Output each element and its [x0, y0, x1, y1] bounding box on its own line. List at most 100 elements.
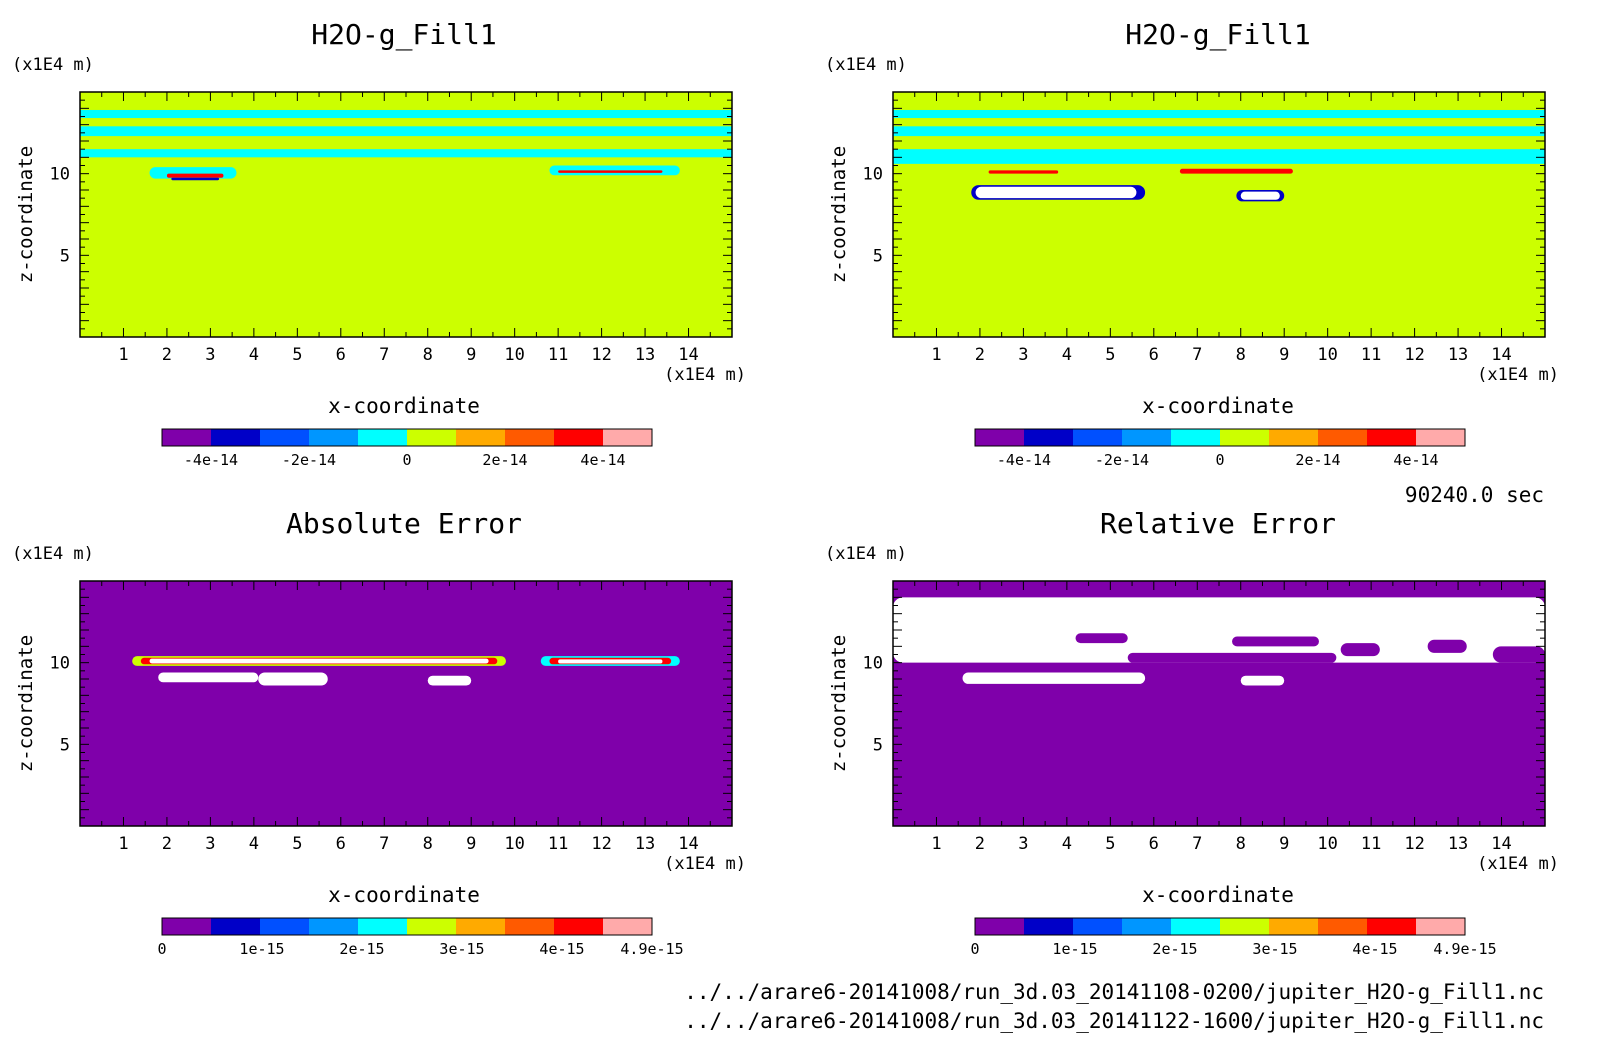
x-tick-label: 11 — [1361, 834, 1381, 854]
x-tick-label: 7 — [379, 345, 389, 365]
colorbar-swatch — [162, 429, 211, 446]
field-patch — [1179, 168, 1293, 174]
chart-title: H2O-g_Fill1 — [1125, 18, 1310, 52]
colorbar-tick-label: 4e-15 — [539, 940, 584, 958]
field-band — [80, 118, 732, 125]
x-axis-label: x-coordinate — [328, 394, 480, 418]
x-tick-label: 9 — [1279, 834, 1289, 854]
y-axis-unit: (x1E4 m) — [825, 544, 907, 564]
colorbar-swatch — [975, 429, 1024, 446]
x-tick-label: 8 — [423, 345, 433, 365]
x-tick-label: 7 — [1192, 345, 1202, 365]
x-tick-label: 4 — [1062, 345, 1072, 365]
colorbar-swatch — [407, 918, 456, 935]
colorbar-swatch — [1122, 429, 1171, 446]
field-band — [80, 126, 732, 137]
y-tick-label: 5 — [60, 246, 70, 266]
x-tick-label: 10 — [1317, 834, 1337, 854]
field-band — [80, 98, 732, 109]
chart-panel-3: Absolute Error(x1E4 m)1 2 3 4 5 6 7 8 9 10 11 12 13 1… — [12, 507, 746, 958]
file-path-2: ../../arare6-20141008/run_3d.03_20141122… — [684, 1009, 1544, 1033]
colorbar-swatch — [407, 429, 456, 446]
field-patch — [258, 672, 328, 686]
colorbar-swatch — [1416, 429, 1465, 446]
x-axis-unit: (x1E4 m) — [664, 854, 746, 874]
colorbar-swatch — [1122, 918, 1171, 935]
y-tick-label: 10 — [50, 654, 70, 674]
chart-title: H2O-g_Fill1 — [311, 18, 496, 52]
colorbar-swatch — [1318, 429, 1367, 446]
x-tick-label: 13 — [1448, 345, 1468, 365]
colorbar-swatch — [1416, 918, 1465, 935]
colorbar-swatch — [456, 918, 505, 935]
x-tick-label: 11 — [548, 345, 568, 365]
colorbar-swatch — [554, 918, 603, 935]
field-patch — [1127, 652, 1337, 663]
x-tick-label: 10 — [504, 834, 524, 854]
field-patch — [962, 672, 1146, 684]
field-band — [80, 137, 732, 148]
x-tick-label: 9 — [1279, 345, 1289, 365]
x-tick-label: 1 — [118, 834, 128, 854]
x-tick-label: 7 — [1192, 834, 1202, 854]
x-tick-label: 3 — [205, 345, 215, 365]
x-axis-unit: (x1E4 m) — [664, 365, 746, 385]
colorbar-swatch — [1220, 429, 1269, 446]
y-tick-label: 10 — [50, 165, 70, 185]
colorbar-tick-label: 2e-14 — [1295, 451, 1340, 469]
colorbar-swatch — [505, 429, 554, 446]
x-tick-label: 3 — [1018, 834, 1028, 854]
colorbar-tick-label: -2e-14 — [1095, 451, 1149, 469]
colorbar-swatch — [211, 429, 260, 446]
x-tick-label: 12 — [1404, 345, 1424, 365]
colorbar-swatch — [1024, 429, 1073, 446]
x-tick-label: 8 — [1236, 834, 1246, 854]
y-axis-label: z-coordinate — [828, 635, 850, 772]
field-layer — [80, 581, 732, 826]
field-patch — [166, 173, 224, 178]
x-tick-label: 9 — [466, 834, 476, 854]
field-patch — [1427, 639, 1467, 653]
colorbar-tick-label: 4e-15 — [1352, 940, 1397, 958]
colorbar-swatch — [309, 429, 358, 446]
field-band — [893, 98, 1545, 109]
colorbar-frame — [974, 428, 1466, 447]
field-patch — [558, 659, 663, 664]
colorbar-tick-label: 2e-15 — [1152, 940, 1197, 958]
x-tick-label: 11 — [548, 834, 568, 854]
y-axis-unit: (x1E4 m) — [12, 55, 94, 75]
colorbar-swatch — [358, 429, 407, 446]
x-tick-label: 2 — [162, 834, 172, 854]
field-band — [80, 149, 732, 158]
colorbar-swatch — [1367, 918, 1416, 935]
y-tick-label: 10 — [863, 654, 883, 674]
field-background — [80, 581, 732, 826]
x-tick-label: 12 — [591, 345, 611, 365]
x-tick-label: 9 — [466, 345, 476, 365]
x-tick-label: 6 — [1149, 834, 1159, 854]
x-tick-label: 1 — [118, 345, 128, 365]
colorbar-tick-label: -4e-14 — [184, 451, 238, 469]
y-axis-label: z-coordinate — [828, 146, 850, 283]
colorbar-swatch — [260, 918, 309, 935]
colorbar-swatch — [603, 918, 652, 935]
colorbar-swatch — [260, 429, 309, 446]
colorbar-tick-label: 2e-14 — [482, 451, 527, 469]
colorbar-swatch — [358, 918, 407, 935]
colorbar-tick-label: 0 — [402, 451, 411, 469]
colorbar-frame — [974, 917, 1466, 936]
x-tick-label: 5 — [292, 834, 302, 854]
colorbar-tick-label: 3e-15 — [439, 940, 484, 958]
x-tick-label: 13 — [635, 345, 655, 365]
y-axis-unit: (x1E4 m) — [825, 55, 907, 75]
x-axis-label: x-coordinate — [1142, 394, 1294, 418]
colorbar-tick-label: -2e-14 — [282, 451, 336, 469]
x-tick-label: 13 — [1448, 834, 1468, 854]
field-band — [80, 109, 732, 119]
colorbar-tick-label: 0 — [970, 940, 979, 958]
field-patch — [149, 658, 489, 664]
colorbar-tick-label: -4e-14 — [997, 451, 1051, 469]
field-layer — [80, 92, 732, 337]
colorbar-swatch — [1318, 918, 1367, 935]
